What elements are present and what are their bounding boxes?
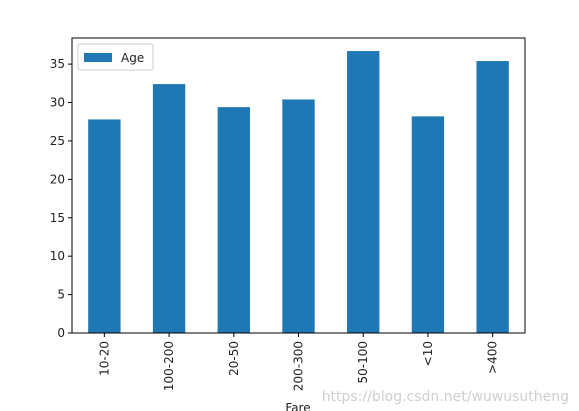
- y-tick-label: 10: [50, 249, 65, 263]
- x-tick-label: 50-100: [356, 341, 370, 384]
- y-tick-label: 25: [50, 134, 65, 148]
- x-tick-label: >400: [486, 341, 500, 374]
- bar-5: [411, 116, 445, 333]
- y-tick-label: 20: [50, 172, 65, 186]
- bar-1: [152, 84, 186, 333]
- bar-6: [476, 61, 509, 334]
- y-tick-label: 0: [57, 326, 65, 340]
- x-tick-label: 10-20: [97, 341, 111, 376]
- legend-box: [77, 43, 154, 71]
- legend-swatch: [84, 53, 112, 62]
- y-axis-ticks: 0 5 10 15 20 25 30 35: [50, 57, 72, 340]
- bar-3: [282, 99, 315, 334]
- x-tick-label: 200-300: [292, 341, 306, 391]
- x-tick-label: 20-50: [227, 341, 241, 376]
- y-tick-label: 35: [50, 57, 65, 71]
- x-tick-label: <10: [421, 341, 435, 366]
- bars-group: [88, 51, 509, 334]
- x-axis-ticks: 10-20 100-200 20-50 200-300 50-100 <10 >400: [97, 333, 500, 391]
- y-tick-label: 30: [50, 96, 65, 110]
- legend: Age: [77, 43, 154, 71]
- watermark-text: https://blog.csdn.net/wuwusutheng: [321, 389, 569, 405]
- legend-label: Age: [121, 51, 144, 65]
- x-tick-label: 100-200: [162, 341, 176, 391]
- y-tick-label: 5: [57, 288, 65, 302]
- plot-frame: [71, 37, 526, 334]
- bar-2: [217, 107, 250, 333]
- bar-0: [88, 119, 121, 334]
- x-axis-label: Fare: [285, 401, 310, 411]
- bar-4: [347, 51, 380, 334]
- y-tick-label: 15: [50, 211, 65, 225]
